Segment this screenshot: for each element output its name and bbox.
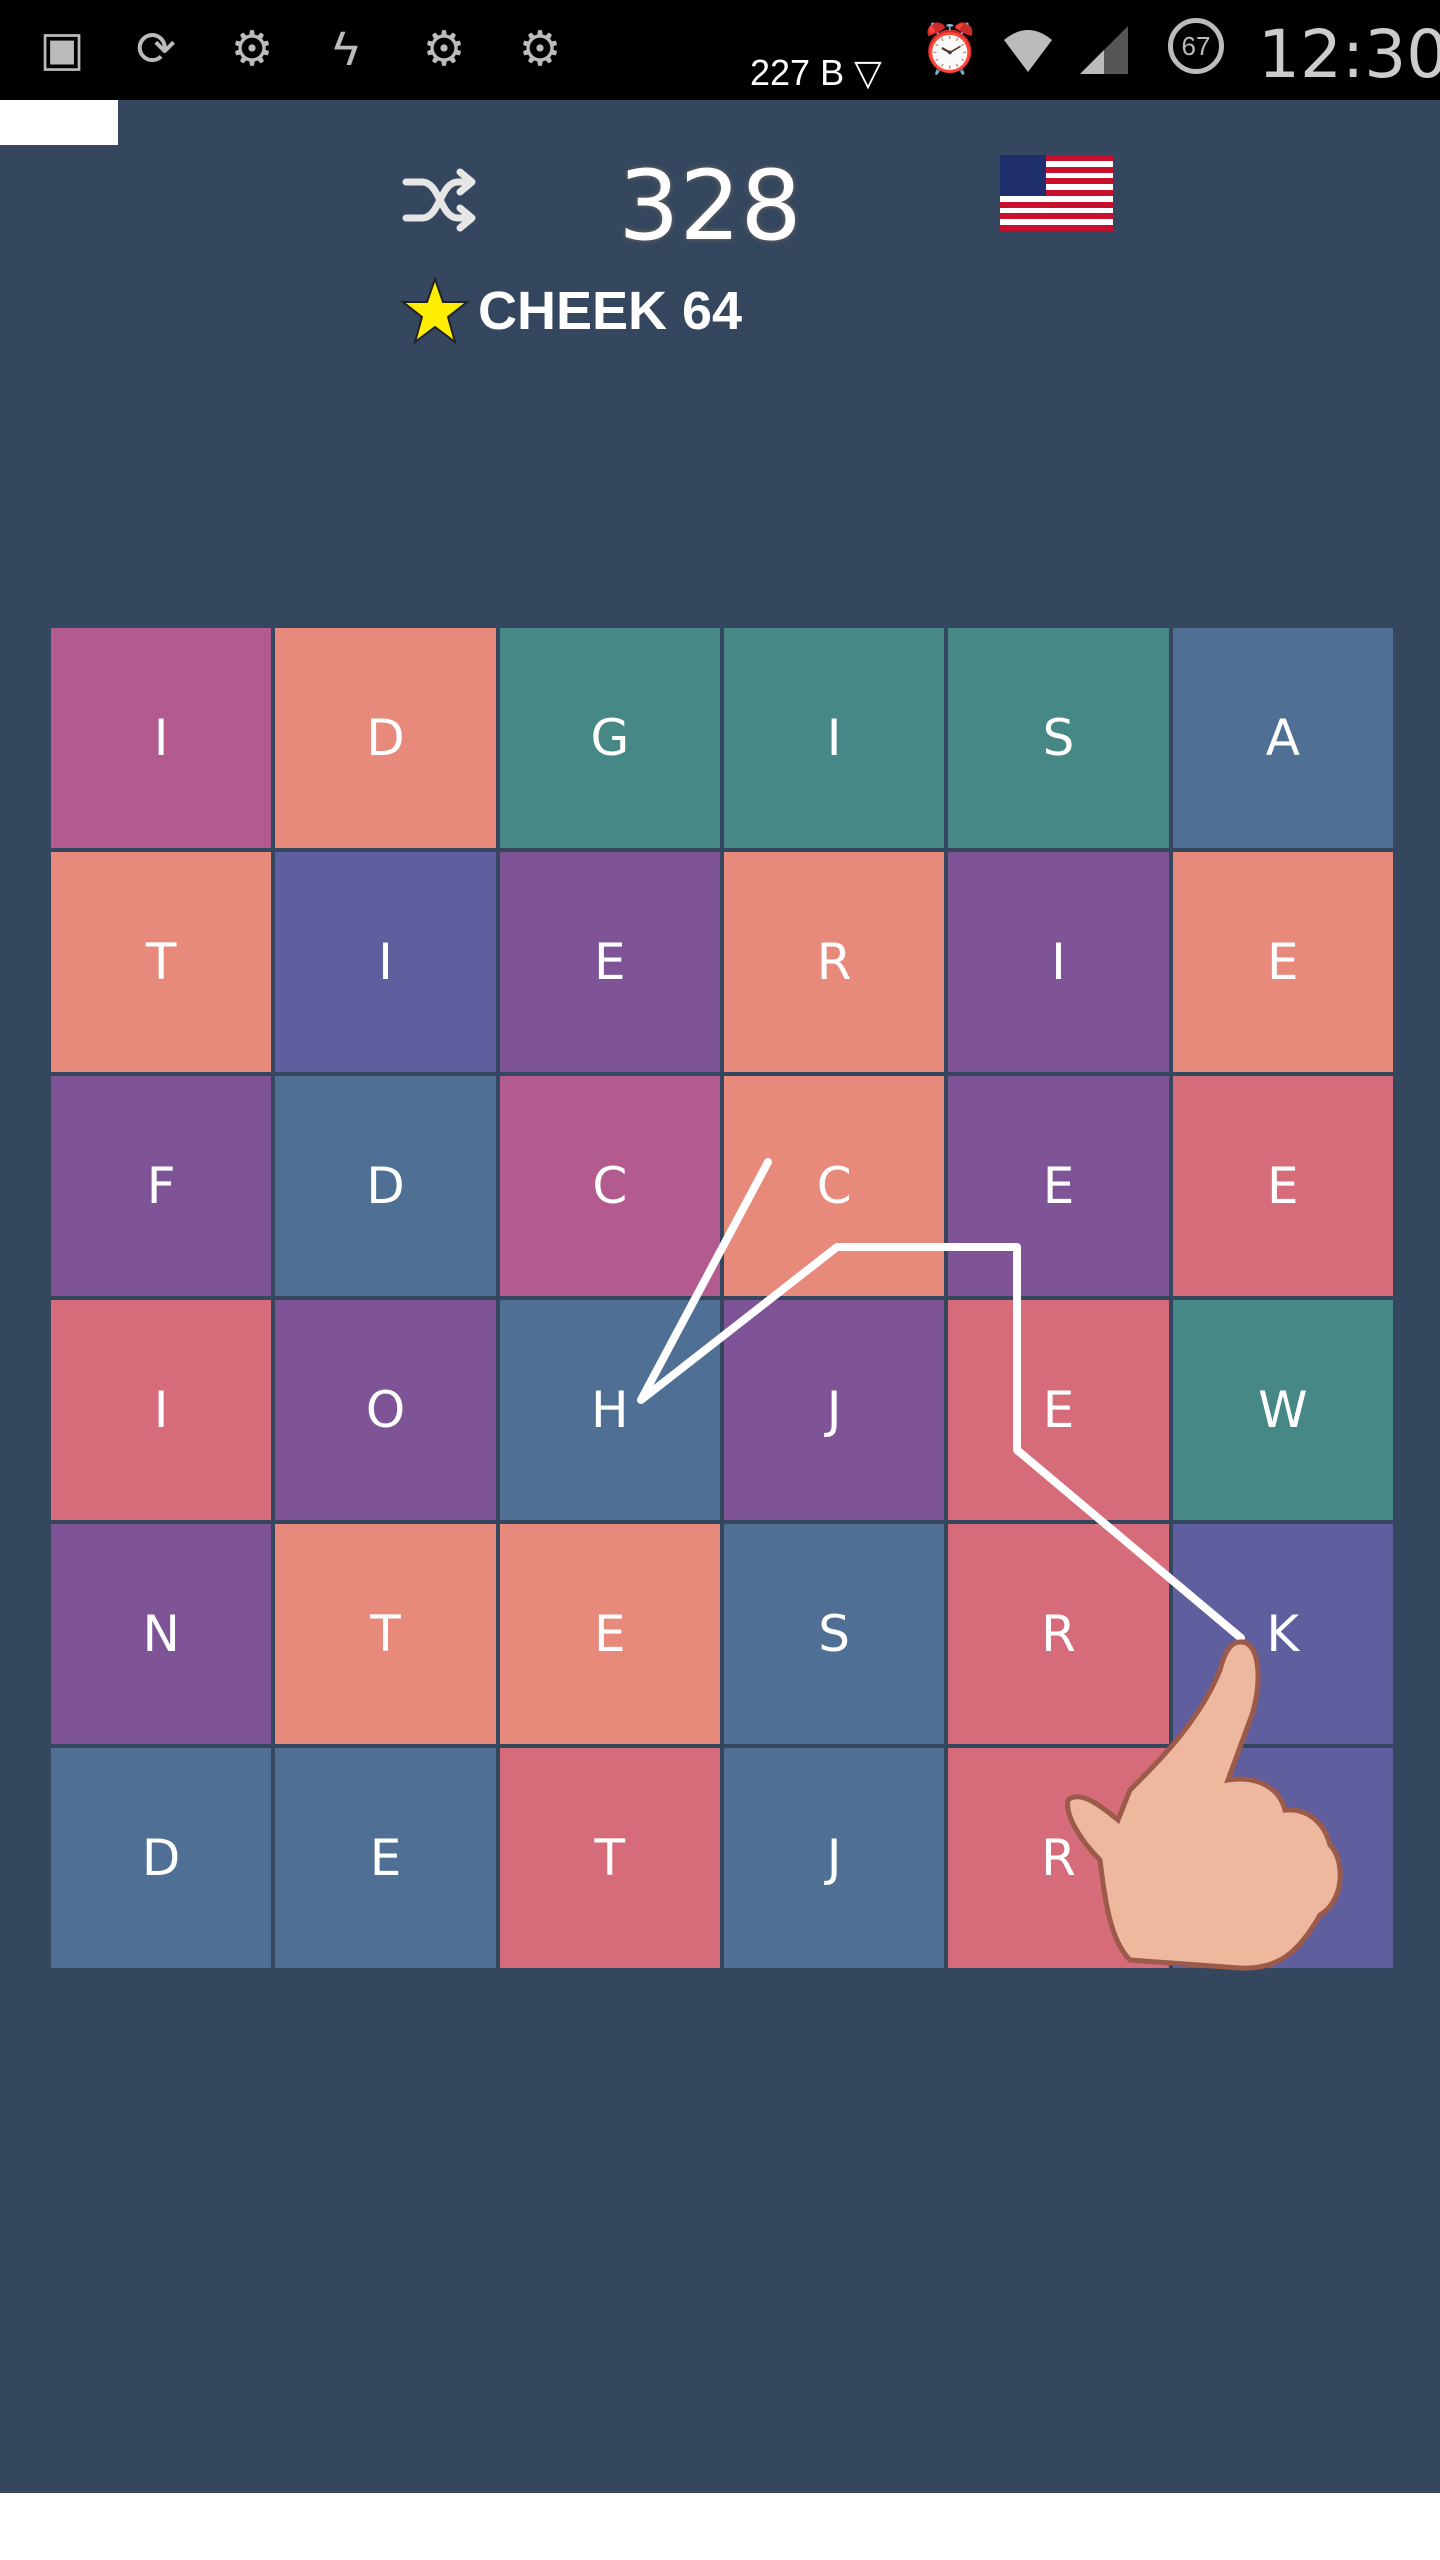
letter-tile[interactable]: R xyxy=(723,852,945,1072)
us-flag-icon[interactable] xyxy=(1000,155,1113,231)
letter-tile[interactable]: T xyxy=(51,852,272,1072)
letter-tile[interactable]: E xyxy=(275,1748,496,1968)
letter-tile[interactable]: E xyxy=(499,852,720,1072)
letter-tile[interactable]: S xyxy=(948,628,1169,848)
letter-tile[interactable]: J xyxy=(723,1748,945,1968)
status-bar: ▣ ⟳ ⚙ ϟ ⚙ ⚙ 227 B ▽ ⏰ 67 12:30 xyxy=(0,0,1440,100)
battery-icon: 67 xyxy=(1168,18,1224,74)
gallery-icon: ▣ xyxy=(39,23,85,76)
letter-tile[interactable]: F xyxy=(51,1076,272,1296)
letter-tile[interactable]: S xyxy=(723,1524,945,1744)
star-icon xyxy=(400,275,470,346)
letter-tile[interactable]: N xyxy=(51,1524,272,1744)
signal-icon xyxy=(1076,22,1132,78)
letter-tile[interactable]: I xyxy=(723,628,945,848)
sync-icon: ⟳ xyxy=(135,23,177,76)
letter-tile[interactable] xyxy=(1172,1748,1393,1968)
letter-tile[interactable]: D xyxy=(51,1748,272,1968)
net-speed: 227 B ▽ xyxy=(750,52,882,93)
letter-tile[interactable]: C xyxy=(499,1076,720,1296)
letter-tile[interactable]: D xyxy=(275,1076,496,1296)
best-word: CHEEK 64 xyxy=(478,281,743,341)
letter-tile[interactable]: R xyxy=(948,1748,1169,1968)
alarm-icon: ⏰ xyxy=(920,23,980,76)
shuffle-icon[interactable] xyxy=(400,160,480,240)
letter-tile[interactable]: I xyxy=(275,852,496,1072)
navigation-bar xyxy=(0,2493,1440,2560)
letter-tile[interactable]: R xyxy=(948,1524,1169,1744)
gear-icon: ⚙ xyxy=(230,23,274,76)
letter-tile[interactable]: J xyxy=(723,1300,945,1520)
menu-tab[interactable] xyxy=(0,100,118,145)
letter-tile[interactable]: K xyxy=(1172,1524,1393,1744)
flash-icon: ϟ xyxy=(333,23,359,76)
letter-tile[interactable]: E xyxy=(1172,1076,1393,1296)
letter-tile[interactable]: E xyxy=(1172,852,1393,1072)
letter-tile[interactable]: I xyxy=(51,628,272,848)
letter-tile[interactable]: H xyxy=(499,1300,720,1520)
letter-tile[interactable]: T xyxy=(499,1748,720,1968)
letter-tile[interactable]: I xyxy=(948,852,1169,1072)
score: 328 xyxy=(618,150,802,262)
letter-tile[interactable]: C xyxy=(723,1076,945,1296)
letter-tile[interactable]: D xyxy=(275,628,496,848)
letter-tile[interactable]: A xyxy=(1172,628,1393,848)
wifi-icon xyxy=(1000,22,1056,78)
letter-tile[interactable]: G xyxy=(499,628,720,848)
letter-tile[interactable]: O xyxy=(275,1300,496,1520)
letter-tile[interactable]: E xyxy=(948,1300,1169,1520)
letter-tile[interactable]: E xyxy=(948,1076,1169,1296)
letter-tile[interactable]: T xyxy=(275,1524,496,1744)
gear-icon: ⚙ xyxy=(518,23,562,76)
letter-tile[interactable]: I xyxy=(51,1300,272,1520)
gear-icon: ⚙ xyxy=(422,23,466,76)
letter-tile[interactable]: W xyxy=(1172,1300,1393,1520)
clock: 12:30 xyxy=(1258,16,1440,93)
letter-tile[interactable]: E xyxy=(499,1524,720,1744)
